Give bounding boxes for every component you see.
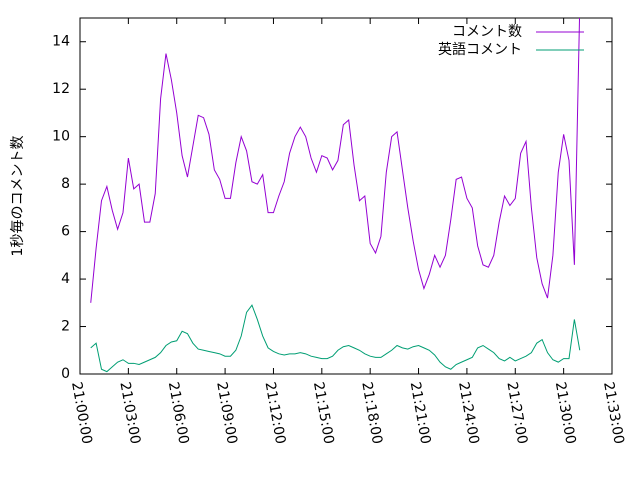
x-tick-label: 21:18:00 xyxy=(358,381,385,446)
x-tick-label: 21:24:00 xyxy=(455,381,482,446)
legend-label: 英語コメント xyxy=(438,41,522,58)
y-tick-label: 6 xyxy=(61,224,70,240)
x-tick-label: 21:15:00 xyxy=(310,381,337,446)
y-tick-label: 4 xyxy=(61,271,70,287)
x-tick-label: 21:12:00 xyxy=(262,381,289,446)
y-tick-label: 10 xyxy=(52,129,70,145)
series-line xyxy=(90,18,581,303)
series-line xyxy=(90,304,581,373)
y-tick-label: 14 xyxy=(52,34,70,50)
x-tick-label: 21:27:00 xyxy=(503,381,530,446)
x-tick-label: 21:00:00 xyxy=(68,381,95,446)
x-tick-label: 21:06:00 xyxy=(165,381,192,446)
x-tick-label: 21:03:00 xyxy=(116,381,143,446)
y-tick-label: 12 xyxy=(52,81,70,97)
legend-label: コメント数 xyxy=(452,24,522,40)
x-tick-label: 21:09:00 xyxy=(213,381,240,446)
x-tick-label: 21:30:00 xyxy=(552,381,579,446)
y-tick-label: 2 xyxy=(61,319,70,335)
y-axis-label: 1秒毎のコメント数 xyxy=(10,136,26,257)
y-tick-label: 0 xyxy=(61,366,70,382)
x-tick-label: 21:21:00 xyxy=(407,381,434,446)
x-tick-label: 21:33:00 xyxy=(600,381,627,446)
plot-border xyxy=(79,17,613,375)
y-tick-label: 8 xyxy=(61,176,70,192)
